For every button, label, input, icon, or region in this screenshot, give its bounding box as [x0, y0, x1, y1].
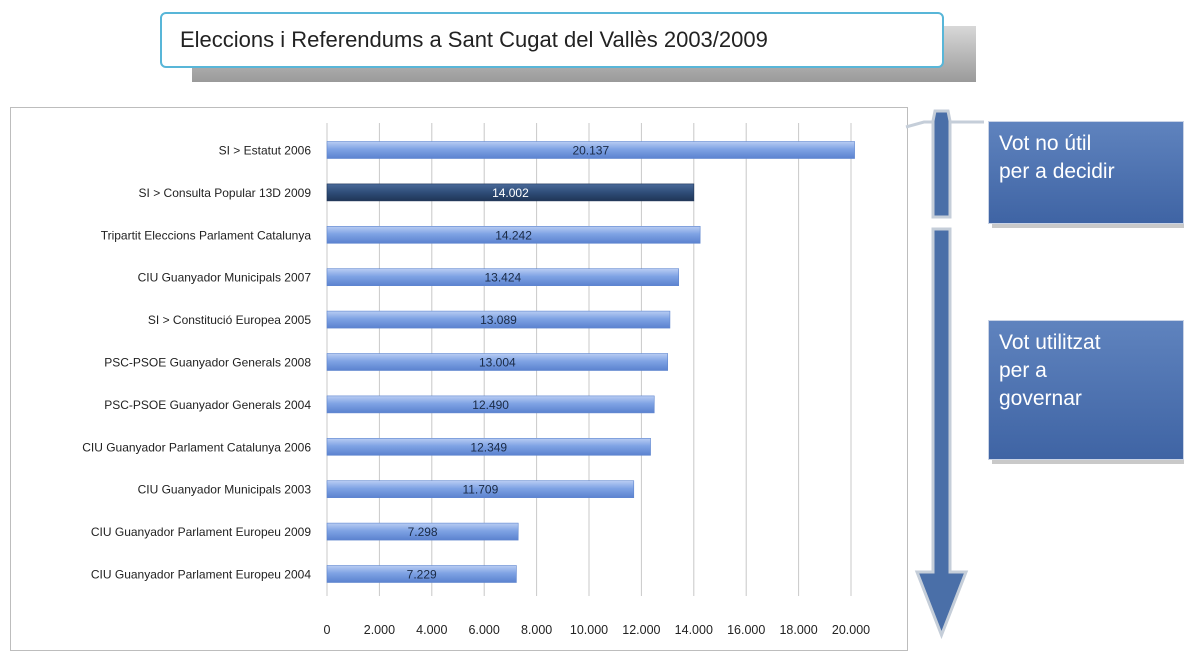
category-label: SI > Consulta Popular 13D 2009: [139, 186, 312, 200]
x-tick-label: 18.000: [779, 623, 817, 637]
x-tick-label: 4.000: [416, 623, 447, 637]
info-box-vot-utilitzat: Vot utilitzat per a governar: [988, 320, 1184, 460]
bar: [326, 437, 651, 456]
data-label: 20.137: [572, 144, 609, 158]
chart-frame: 0 2.000 4.000 6.000 8.000 10.000 12.000 14.000 1…: [10, 107, 908, 651]
data-label: 13.424: [485, 271, 522, 285]
data-label: 7.229: [407, 568, 437, 582]
bar: [326, 226, 701, 244]
info-box-vot-utilitzat-text: Vot utilitzat per a governar: [999, 331, 1101, 410]
category-label: CIU Guanyador Parlament Catalunya 2006: [82, 440, 311, 454]
data-label: 14.242: [495, 228, 532, 242]
category-label: PSC-PSOE Guanyador Generals 2008: [104, 356, 311, 370]
data-label: 14.002: [492, 186, 529, 200]
bar: [326, 353, 669, 371]
bar: [326, 183, 695, 202]
title-box: Eleccions i Referendums a Sant Cugat del…: [160, 12, 944, 68]
bracket-line: [905, 120, 984, 129]
info-box-vot-no-util: Vot no útil per a decidir: [988, 121, 1184, 224]
data-label: 7.298: [408, 525, 438, 539]
bar: [326, 268, 680, 286]
category-label: CIU Guanyador Municipals 2007: [138, 271, 312, 285]
bar: [326, 395, 655, 414]
bar: [326, 480, 635, 499]
data-label: 13.004: [479, 356, 516, 370]
bar: [326, 522, 519, 541]
data-label: 12.490: [472, 398, 509, 412]
x-tick-label: 20.000: [832, 623, 870, 637]
bar: [326, 141, 855, 159]
category-label: CIU Guanyador Municipals 2003: [138, 483, 312, 497]
category-label: SI > Constitució Europea 2005: [148, 313, 311, 327]
bar: [326, 565, 517, 583]
up-arrow-icon: [931, 109, 952, 219]
category-label: PSC-PSOE Guanyador Generals 2004: [104, 398, 311, 412]
down-arrow-icon: [914, 227, 969, 640]
category-label: CIU Guanyador Parlament Europeu 2009: [91, 525, 311, 539]
data-label: 11.709: [462, 483, 498, 497]
category-label: Tripartit Eleccions Parlament Catalunya: [101, 228, 312, 242]
bar-chart: 0 2.000 4.000 6.000 8.000 10.000 12.000 14.000 1…: [82, 123, 870, 637]
x-tick-label: 12.000: [622, 623, 660, 637]
data-label: 12.349: [470, 440, 507, 454]
x-tick-label: 0: [324, 623, 331, 637]
x-tick-label: 6.000: [469, 623, 500, 637]
x-tick-label: 10.000: [570, 623, 608, 637]
page-title: Eleccions i Referendums a Sant Cugat del…: [180, 27, 768, 52]
x-tick-label: 14.000: [675, 623, 713, 637]
category-label: CIU Guanyador Parlament Europeu 2004: [91, 568, 311, 582]
x-tick-label: 8.000: [521, 623, 552, 637]
category-label: SI > Estatut 2006: [219, 144, 312, 158]
x-tick-label: 16.000: [727, 623, 765, 637]
bar: [326, 310, 671, 329]
data-label: 13.089: [480, 313, 517, 327]
arrows-graphic: [905, 109, 984, 640]
x-tick-label: 2.000: [364, 623, 395, 637]
info-box-vot-no-util-text: Vot no útil per a decidir: [999, 132, 1115, 183]
